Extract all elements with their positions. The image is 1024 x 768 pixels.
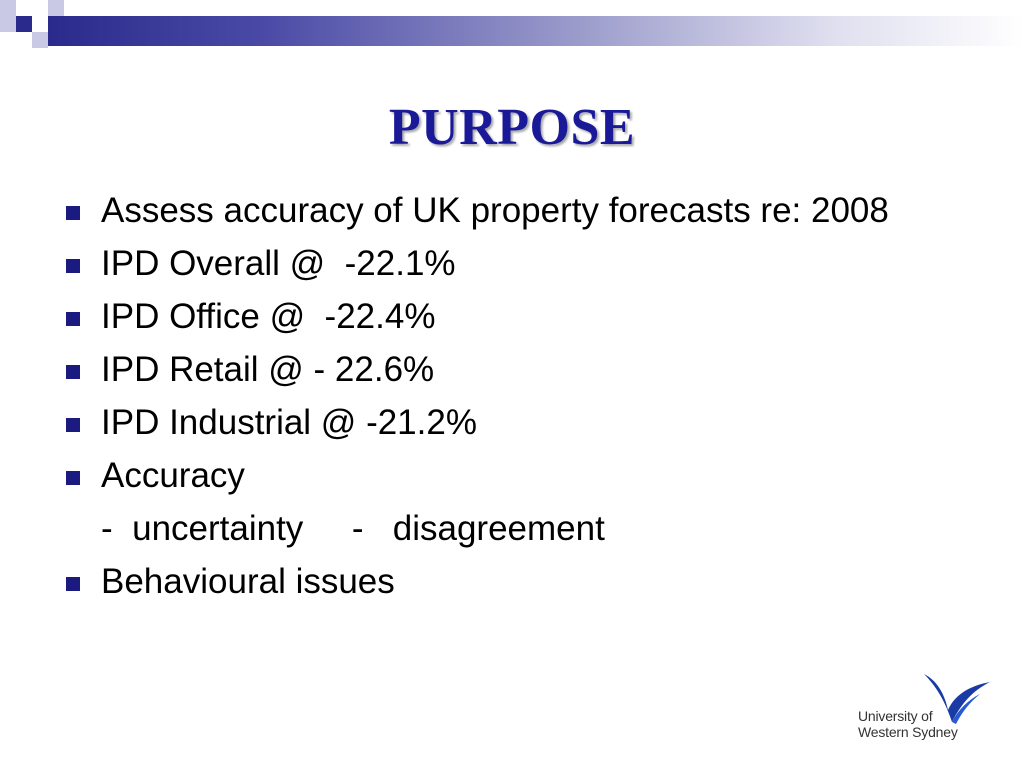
decor-square [0,16,16,32]
bullet-text: IPD Office @ -22.4% [101,297,436,336]
decor-square [32,32,48,48]
slide-title: PURPOSE [388,99,636,156]
logo-line-2: Western Sydney [858,724,958,740]
decor-square [16,32,32,48]
bullet-item: IPD Industrial @ -21.2% [0,402,1024,444]
decor-square [48,0,64,16]
bullet-text: Accuracy [101,456,245,495]
bullet-square-icon [66,259,80,273]
bullet-text: Assess accuracy of UK property forecasts… [101,191,889,230]
bullet-square-icon [66,206,80,220]
sub-line: - uncertainty - disagreement [101,509,605,548]
bullet-text: IPD Overall @ -22.1% [101,244,456,283]
logo-line-1: University of [858,708,933,724]
bullet-square-icon [66,365,80,379]
header-gradient-bar [48,16,1024,46]
bullet-square-icon [66,577,80,591]
decor-square [32,0,48,16]
bullet-square-icon [66,312,80,326]
bullet-item: Behavioural issues [0,561,1024,603]
university-logo: University of Western Sydney [852,670,1002,750]
bullet-list: Assess accuracy of UK property forecasts… [0,190,1024,614]
bullet-item: IPD Retail @ - 22.6% [0,349,1024,391]
decor-square [16,0,32,16]
decor-square [16,16,32,32]
bullet-square-icon [66,471,80,485]
bullet-text: IPD Industrial @ -21.2% [101,403,477,442]
decor-square [0,32,16,48]
bullet-item: Accuracy [0,455,1024,497]
wsu-bird-logo-icon [924,674,990,724]
bullet-square-icon [66,418,80,432]
decor-square [0,0,16,16]
bullet-text: Behavioural issues [101,562,395,601]
bullet-text: IPD Retail @ - 22.6% [101,350,435,389]
bullet-item: Assess accuracy of UK property forecasts… [0,190,1024,232]
logo-wordmark: University of Western Sydney [858,708,958,740]
bullet-item: IPD Office @ -22.4% [0,296,1024,338]
bullet-item: IPD Overall @ -22.1% [0,243,1024,285]
